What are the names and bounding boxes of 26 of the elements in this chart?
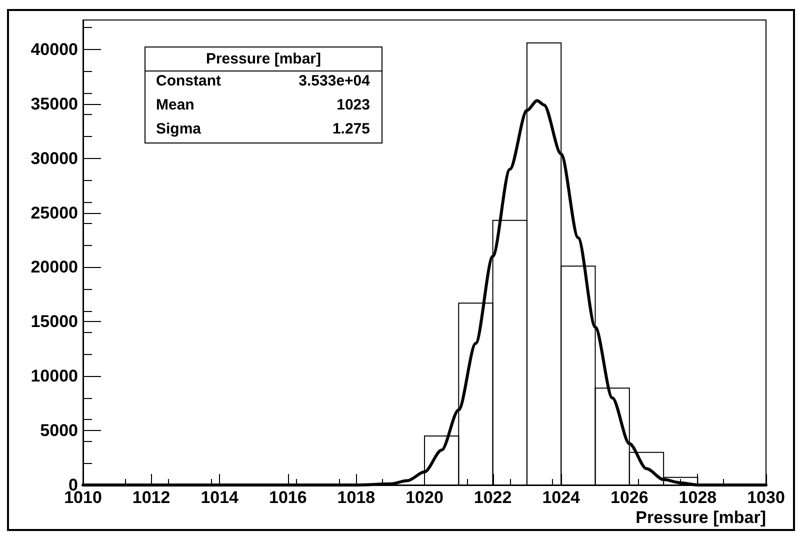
annotation: Constant <box>156 72 221 90</box>
x-tick-label: 1026 <box>610 488 648 507</box>
y-tick-label: 25000 <box>30 203 78 222</box>
annotation: Sigma <box>156 120 202 138</box>
y-tick-label: 35000 <box>30 94 78 114</box>
annotation: Mean <box>156 96 194 114</box>
x-tick-label: 1028 <box>678 488 717 507</box>
x-tick-label: 1018 <box>337 488 376 507</box>
y-tick-label: 10000 <box>30 366 78 386</box>
x-tick-label: 1014 <box>200 488 240 507</box>
x-tick-label: 1030 <box>747 488 785 507</box>
annotation: Pressure [mbar] <box>206 50 322 68</box>
x-tick-label: 1012 <box>132 488 170 507</box>
x-tick-label: 1022 <box>474 488 512 507</box>
x-tick-label: 1024 <box>542 488 581 507</box>
x-tick-label: 1016 <box>268 488 307 507</box>
x-axis-title: Pressure [mbar] <box>636 508 766 527</box>
y-tick-label: 20000 <box>30 258 78 277</box>
x-tick-label: 1020 <box>406 488 444 507</box>
annotation: 3.533e+04 <box>298 72 371 90</box>
annotation: 1.275 <box>332 120 370 138</box>
y-tick-label: 15000 <box>30 312 78 332</box>
annotation: 1023 <box>336 96 370 114</box>
y-tick-label: 40000 <box>30 40 78 59</box>
y-tick-label: 30000 <box>30 148 78 168</box>
y-tick-label: 5000 <box>40 421 78 440</box>
